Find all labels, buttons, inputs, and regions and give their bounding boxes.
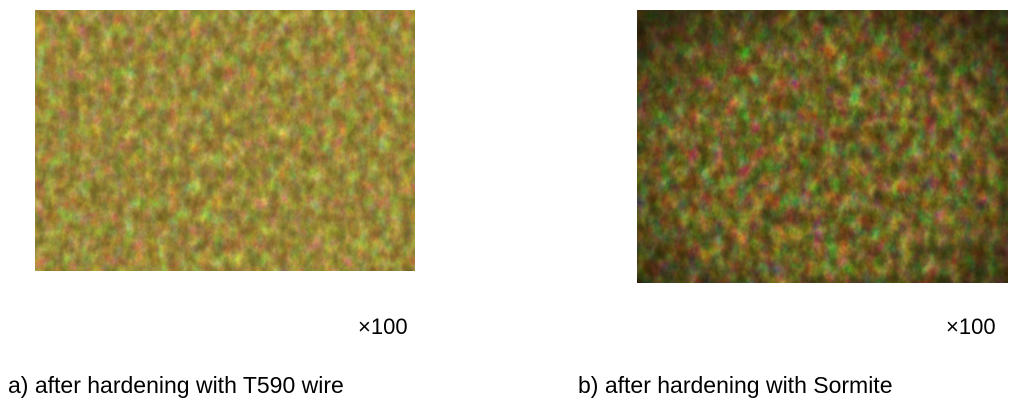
micrograph-texture [35, 10, 415, 271]
micrograph-vignette [637, 10, 1008, 283]
caption: a) after hardening with T590 wire [8, 372, 344, 398]
magnification: ×100 [946, 314, 996, 339]
micrograph-b [637, 10, 1008, 283]
micrograph-a [35, 10, 415, 271]
caption: b) after hardening with Sormite [578, 372, 893, 398]
magnification: ×100 [358, 314, 408, 339]
